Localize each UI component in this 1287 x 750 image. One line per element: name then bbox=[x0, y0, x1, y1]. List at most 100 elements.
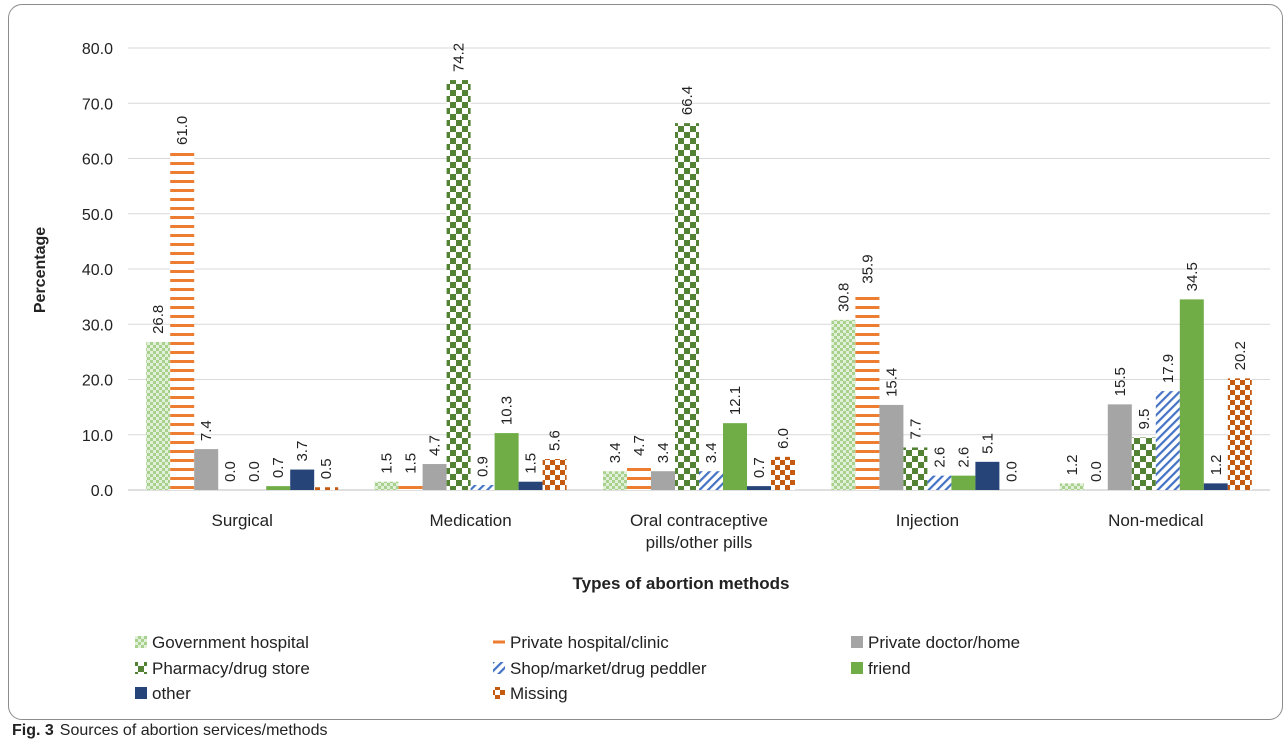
figure-caption-text: Sources of abortion services/methods bbox=[59, 722, 328, 739]
bar bbox=[374, 481, 399, 490]
bar bbox=[1107, 404, 1132, 490]
data-label: 5.1 bbox=[979, 433, 996, 454]
y-tick-label: 10.0 bbox=[82, 428, 113, 445]
y-axis-title: Percentage bbox=[32, 227, 49, 313]
figure-frame bbox=[8, 4, 1283, 720]
data-label: 2.6 bbox=[931, 447, 948, 468]
figure-caption-label: Fig. 3 bbox=[12, 722, 54, 739]
bar bbox=[446, 80, 471, 491]
data-label: 0.0 bbox=[222, 461, 239, 482]
data-label: 1.5 bbox=[379, 453, 396, 474]
data-label: 66.4 bbox=[679, 86, 696, 115]
x-category-label: Oral contraceptive bbox=[630, 511, 768, 530]
bar bbox=[194, 449, 219, 490]
bar bbox=[855, 291, 880, 490]
bar-chart: 0.0 10.0 20.0 30.0 40.0 50.0 60.0 70.0 80.0 26.8… bbox=[32, 41, 1270, 703]
data-label: 4.7 bbox=[631, 435, 648, 456]
bar bbox=[975, 461, 1000, 490]
legend-label: Private doctor/home bbox=[868, 633, 1020, 652]
x-category-label: pills/other pills bbox=[646, 533, 753, 552]
legend-swatch bbox=[135, 636, 147, 648]
bar bbox=[1155, 391, 1180, 490]
bar bbox=[542, 459, 567, 490]
data-label: 74.2 bbox=[451, 43, 468, 72]
y-tick-label: 80.0 bbox=[82, 41, 113, 58]
data-label: 1.5 bbox=[403, 453, 420, 474]
data-label: 4.7 bbox=[427, 435, 444, 456]
bar bbox=[422, 464, 447, 490]
bar bbox=[879, 404, 904, 490]
legend-swatch bbox=[493, 662, 505, 674]
data-label: 35.9 bbox=[859, 254, 876, 283]
data-label: 10.3 bbox=[499, 396, 516, 425]
data-label: 3.4 bbox=[655, 442, 672, 463]
bar bbox=[627, 464, 651, 490]
data-label: 0.9 bbox=[475, 456, 492, 477]
data-labels: 26.8 61.0 7.4 0.0 0.0 0.7 3.7 0.5 1.5 1.5 4.7 74.2 0… bbox=[150, 43, 1249, 482]
bar bbox=[771, 456, 795, 490]
data-label: 61.0 bbox=[174, 116, 191, 145]
data-label: 0.0 bbox=[1088, 461, 1105, 482]
bar bbox=[603, 471, 627, 490]
data-label: 0.0 bbox=[1003, 461, 1020, 482]
data-label: 5.6 bbox=[547, 430, 564, 451]
bar bbox=[398, 481, 423, 490]
legend-swatch bbox=[493, 640, 505, 644]
bar bbox=[951, 475, 976, 490]
legend-label: other bbox=[152, 684, 191, 703]
figure-caption: Fig. 3 Sources of abortion services/metho… bbox=[12, 722, 327, 740]
bar bbox=[1131, 437, 1156, 490]
data-label: 1.5 bbox=[523, 453, 540, 474]
bar bbox=[290, 469, 315, 490]
data-label: 12.1 bbox=[727, 386, 744, 415]
bar bbox=[1227, 378, 1252, 490]
bar bbox=[831, 319, 856, 490]
data-label: 3.7 bbox=[294, 441, 311, 462]
data-label: 17.9 bbox=[1160, 354, 1177, 383]
x-category-label: Surgical bbox=[211, 511, 272, 530]
bar bbox=[675, 123, 699, 490]
data-label: 7.7 bbox=[907, 419, 924, 440]
data-label: 2.6 bbox=[955, 447, 972, 468]
data-label: 1.2 bbox=[1208, 455, 1225, 476]
legend-label: Private hospital/clinic bbox=[510, 633, 669, 652]
data-label: 0.7 bbox=[751, 457, 768, 478]
data-label: 3.4 bbox=[703, 442, 720, 463]
legend: Government hospital Private hospital/clin… bbox=[135, 633, 1020, 703]
data-label: 6.0 bbox=[775, 428, 792, 449]
bar bbox=[723, 423, 747, 490]
y-tick-label: 20.0 bbox=[82, 373, 113, 390]
y-tick-labels: 0.0 10.0 20.0 30.0 40.0 50.0 60.0 70.0 80.0 bbox=[82, 41, 113, 500]
y-tick-label: 70.0 bbox=[82, 96, 113, 113]
bar bbox=[903, 447, 928, 490]
data-label: 9.5 bbox=[1136, 409, 1153, 430]
bar bbox=[314, 487, 339, 490]
bar bbox=[266, 486, 291, 490]
legend-swatch bbox=[135, 662, 147, 674]
legend-swatch bbox=[493, 687, 505, 699]
bar bbox=[651, 471, 675, 490]
data-label: 15.5 bbox=[1112, 367, 1129, 396]
data-label: 26.8 bbox=[150, 305, 167, 334]
legend-label: friend bbox=[868, 659, 911, 678]
x-axis-title: Types of abortion methods bbox=[573, 574, 790, 593]
y-tick-label: 40.0 bbox=[82, 262, 113, 279]
x-category-labels: Surgical Medication Oral contraceptive pill… bbox=[211, 511, 1203, 552]
x-category-label: Injection bbox=[896, 511, 959, 530]
data-label: 20.2 bbox=[1232, 341, 1249, 370]
legend-label: Pharmacy/drug store bbox=[152, 659, 310, 678]
data-label: 0.7 bbox=[270, 457, 287, 478]
bar bbox=[518, 481, 543, 490]
y-tick-label: 30.0 bbox=[82, 317, 113, 334]
bar bbox=[1059, 483, 1084, 490]
legend-swatch bbox=[135, 687, 147, 699]
data-label: 7.4 bbox=[198, 420, 215, 441]
data-label: 0.0 bbox=[246, 461, 263, 482]
bar bbox=[470, 485, 495, 490]
x-category-label: Medication bbox=[429, 511, 511, 530]
bars bbox=[146, 80, 1252, 491]
bar bbox=[747, 486, 771, 490]
legend-swatch bbox=[851, 662, 863, 674]
data-label: 15.4 bbox=[883, 368, 900, 397]
bar bbox=[170, 152, 195, 490]
